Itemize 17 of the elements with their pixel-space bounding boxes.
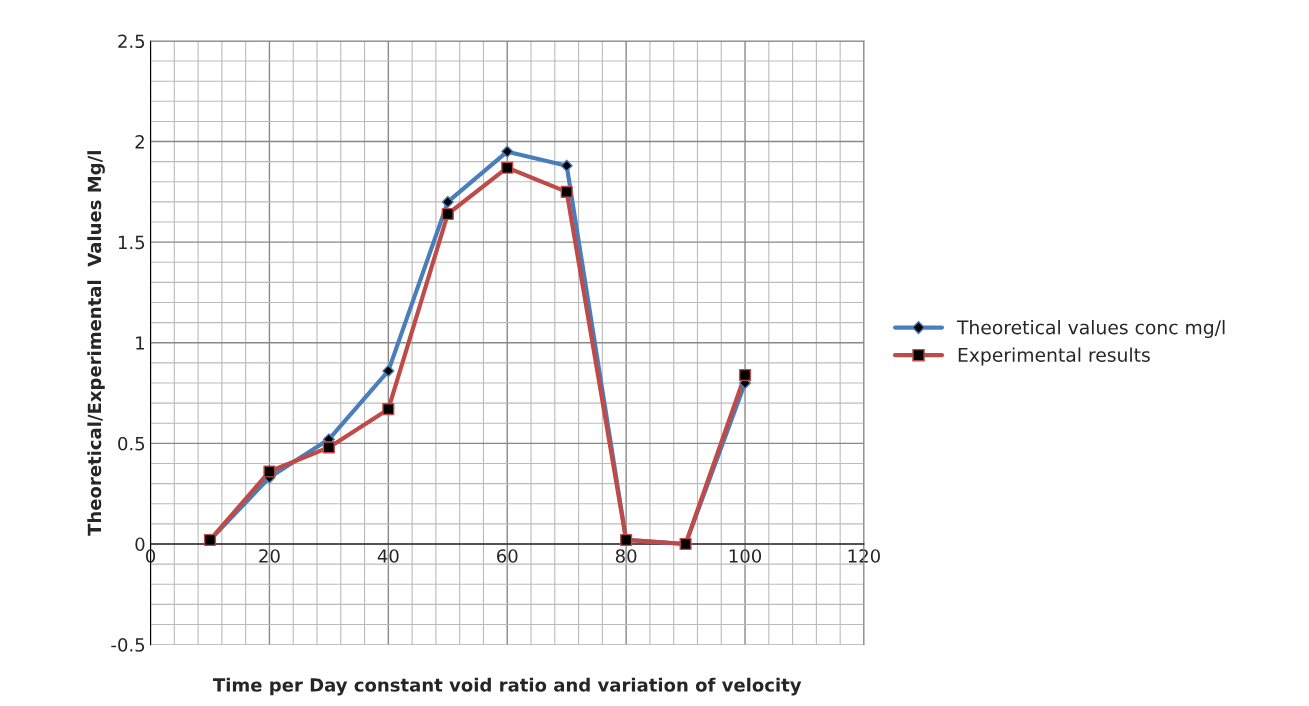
x-tick-label: 40 bbox=[377, 549, 399, 563]
x-tick-label: 80 bbox=[615, 549, 637, 563]
y-tick-label: 1 bbox=[136, 336, 145, 350]
legend-label: Theoretical values conc mg/l bbox=[956, 319, 1225, 339]
x-axis-title: Time per Day constant void ratio and variation of velocity bbox=[213, 677, 802, 696]
legend-label: Experimental results bbox=[958, 347, 1150, 366]
y-tick-label: -0.5 bbox=[111, 638, 145, 652]
y-axis-title: Theoretical/Experimental Values Mg/l bbox=[87, 151, 105, 536]
y-tick-label: 2.5 bbox=[118, 34, 145, 49]
x-tick-label: 20 bbox=[259, 549, 280, 563]
y-tick-label: 0 bbox=[135, 537, 145, 552]
x-tick-label: 120 bbox=[848, 549, 880, 563]
y-tick-label: 2 bbox=[135, 135, 144, 149]
y-tick-label: 0.5 bbox=[118, 436, 145, 451]
x-tick-label: 60 bbox=[497, 549, 518, 563]
y-tick-label: 1.5 bbox=[118, 235, 145, 250]
x-tick-label: 100 bbox=[729, 549, 762, 563]
